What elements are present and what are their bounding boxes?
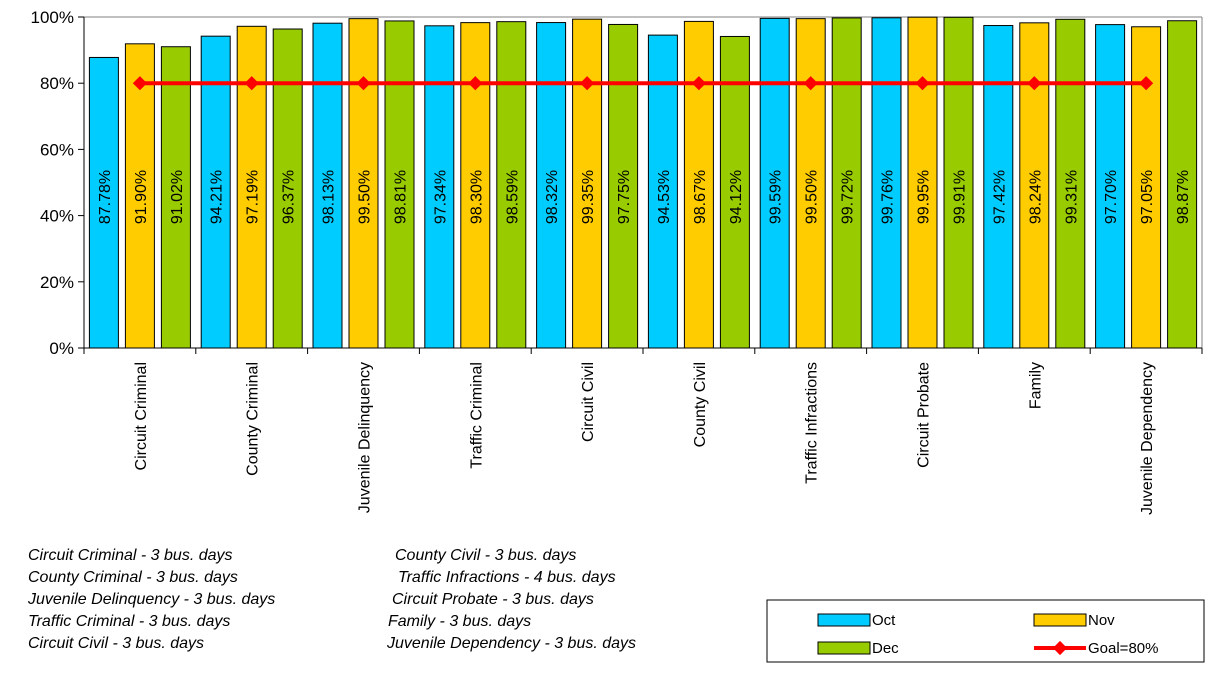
legend-goal-marker xyxy=(1052,640,1068,656)
category-label: Family xyxy=(1027,362,1044,409)
data-label: 97.19% xyxy=(245,170,262,224)
bar-oct xyxy=(647,34,678,349)
goal-marker xyxy=(1139,76,1154,91)
goal-marker xyxy=(468,76,483,91)
bar-nov xyxy=(683,20,714,349)
y-tick-label: 0% xyxy=(49,339,74,358)
footnote-left: Traffic Criminal - 3 bus. days xyxy=(28,613,230,630)
data-label: 99.76% xyxy=(880,170,897,224)
y-tick-label: 20% xyxy=(40,273,74,292)
legend-swatch-dec xyxy=(817,641,871,655)
data-label: 99.72% xyxy=(840,170,857,224)
goal-marker xyxy=(580,76,595,91)
footnote-right: Juvenile Dependency - 3 bus. days xyxy=(386,635,636,652)
data-label: 98.59% xyxy=(504,170,521,224)
data-label: 99.31% xyxy=(1063,170,1080,224)
bar-oct xyxy=(424,25,455,349)
legend-swatch-nov xyxy=(1033,613,1087,627)
data-label: 99.95% xyxy=(916,170,933,224)
footnote-right: Family - 3 bus. days xyxy=(388,613,531,630)
bar-oct xyxy=(536,22,567,349)
bar-oct xyxy=(759,17,790,349)
goal-marker xyxy=(356,76,371,91)
bar-nov xyxy=(348,18,379,349)
data-label: 97.75% xyxy=(616,170,633,224)
data-label: 98.13% xyxy=(321,170,338,224)
category-label: Traffic Criminal xyxy=(468,362,485,469)
data-label: 87.78% xyxy=(97,170,114,224)
data-label: 94.21% xyxy=(209,170,226,224)
bar-dec xyxy=(719,35,750,349)
data-label: 99.50% xyxy=(357,170,374,224)
data-label: 97.42% xyxy=(991,170,1008,224)
data-label: 98.67% xyxy=(692,170,709,224)
data-label: 98.30% xyxy=(468,170,485,224)
data-label: 94.12% xyxy=(728,170,745,224)
data-label: 97.34% xyxy=(432,170,449,224)
goal-marker xyxy=(915,76,930,91)
category-label: County Criminal xyxy=(245,362,262,476)
data-label: 97.05% xyxy=(1139,170,1156,224)
category-label: Circuit Criminal xyxy=(133,362,150,470)
data-label: 91.90% xyxy=(133,170,150,224)
bar-dec xyxy=(608,23,639,349)
data-label: 99.50% xyxy=(804,170,821,224)
footnote-left: County Criminal - 3 bus. days xyxy=(28,569,238,586)
data-label: 99.35% xyxy=(580,170,597,224)
data-label: 98.24% xyxy=(1027,170,1044,224)
legend-label: Dec xyxy=(872,640,899,657)
bar-nov xyxy=(907,16,938,349)
data-label: 97.70% xyxy=(1103,170,1120,224)
bar-dec xyxy=(160,46,191,349)
bar-dec xyxy=(1055,18,1086,349)
y-tick-label: 100% xyxy=(31,8,74,27)
category-label: Traffic Infractions xyxy=(804,362,821,484)
data-label: 99.59% xyxy=(768,170,785,224)
legend-label: Nov xyxy=(1088,612,1115,629)
goal-marker xyxy=(691,76,706,91)
category-label: Juvenile Dependency xyxy=(1139,362,1156,515)
bar-nov xyxy=(124,43,155,349)
footnote-right: Circuit Probate - 3 bus. days xyxy=(392,591,594,608)
data-label: 91.02% xyxy=(169,170,186,224)
bar-dec xyxy=(384,20,415,349)
category-label: Circuit Probate xyxy=(916,362,933,468)
bar-oct xyxy=(312,22,343,349)
footnote-right: County Civil - 3 bus. days xyxy=(395,547,576,564)
bar-oct xyxy=(88,56,119,349)
category-label: County Civil xyxy=(692,362,709,447)
data-label: 94.53% xyxy=(656,170,673,224)
category-label: Juvenile Delinquency xyxy=(357,362,374,513)
data-label: 98.32% xyxy=(544,170,561,224)
legend-swatch-oct xyxy=(817,613,871,627)
data-label: 96.37% xyxy=(281,170,298,224)
goal-marker xyxy=(1027,76,1042,91)
legend-label: Goal=80% xyxy=(1088,640,1158,657)
footnote-left: Juvenile Delinquency - 3 bus. days xyxy=(27,591,275,608)
legend-label: Oct xyxy=(872,612,896,629)
bar-dec xyxy=(831,17,862,349)
footnote-left: Circuit Civil - 3 bus. days xyxy=(28,635,204,652)
bar-oct xyxy=(200,35,231,349)
bar-dec xyxy=(496,21,527,349)
footnote-left: Circuit Criminal - 3 bus. days xyxy=(28,547,233,564)
data-label: 99.91% xyxy=(952,170,969,224)
y-tick-label: 40% xyxy=(40,207,74,226)
bar-nov xyxy=(795,18,826,349)
y-tick-label: 60% xyxy=(40,140,74,159)
y-tick-label: 80% xyxy=(40,74,74,93)
footnote-right: Traffic Infractions - 4 bus. days xyxy=(398,569,616,586)
bar-dec xyxy=(1167,20,1198,349)
data-label: 98.87% xyxy=(1175,170,1192,224)
data-label: 98.81% xyxy=(393,170,410,224)
bar-nov xyxy=(572,18,603,349)
bar-nov xyxy=(1131,26,1162,349)
category-label: Circuit Civil xyxy=(580,362,597,442)
goal-marker xyxy=(803,76,818,91)
